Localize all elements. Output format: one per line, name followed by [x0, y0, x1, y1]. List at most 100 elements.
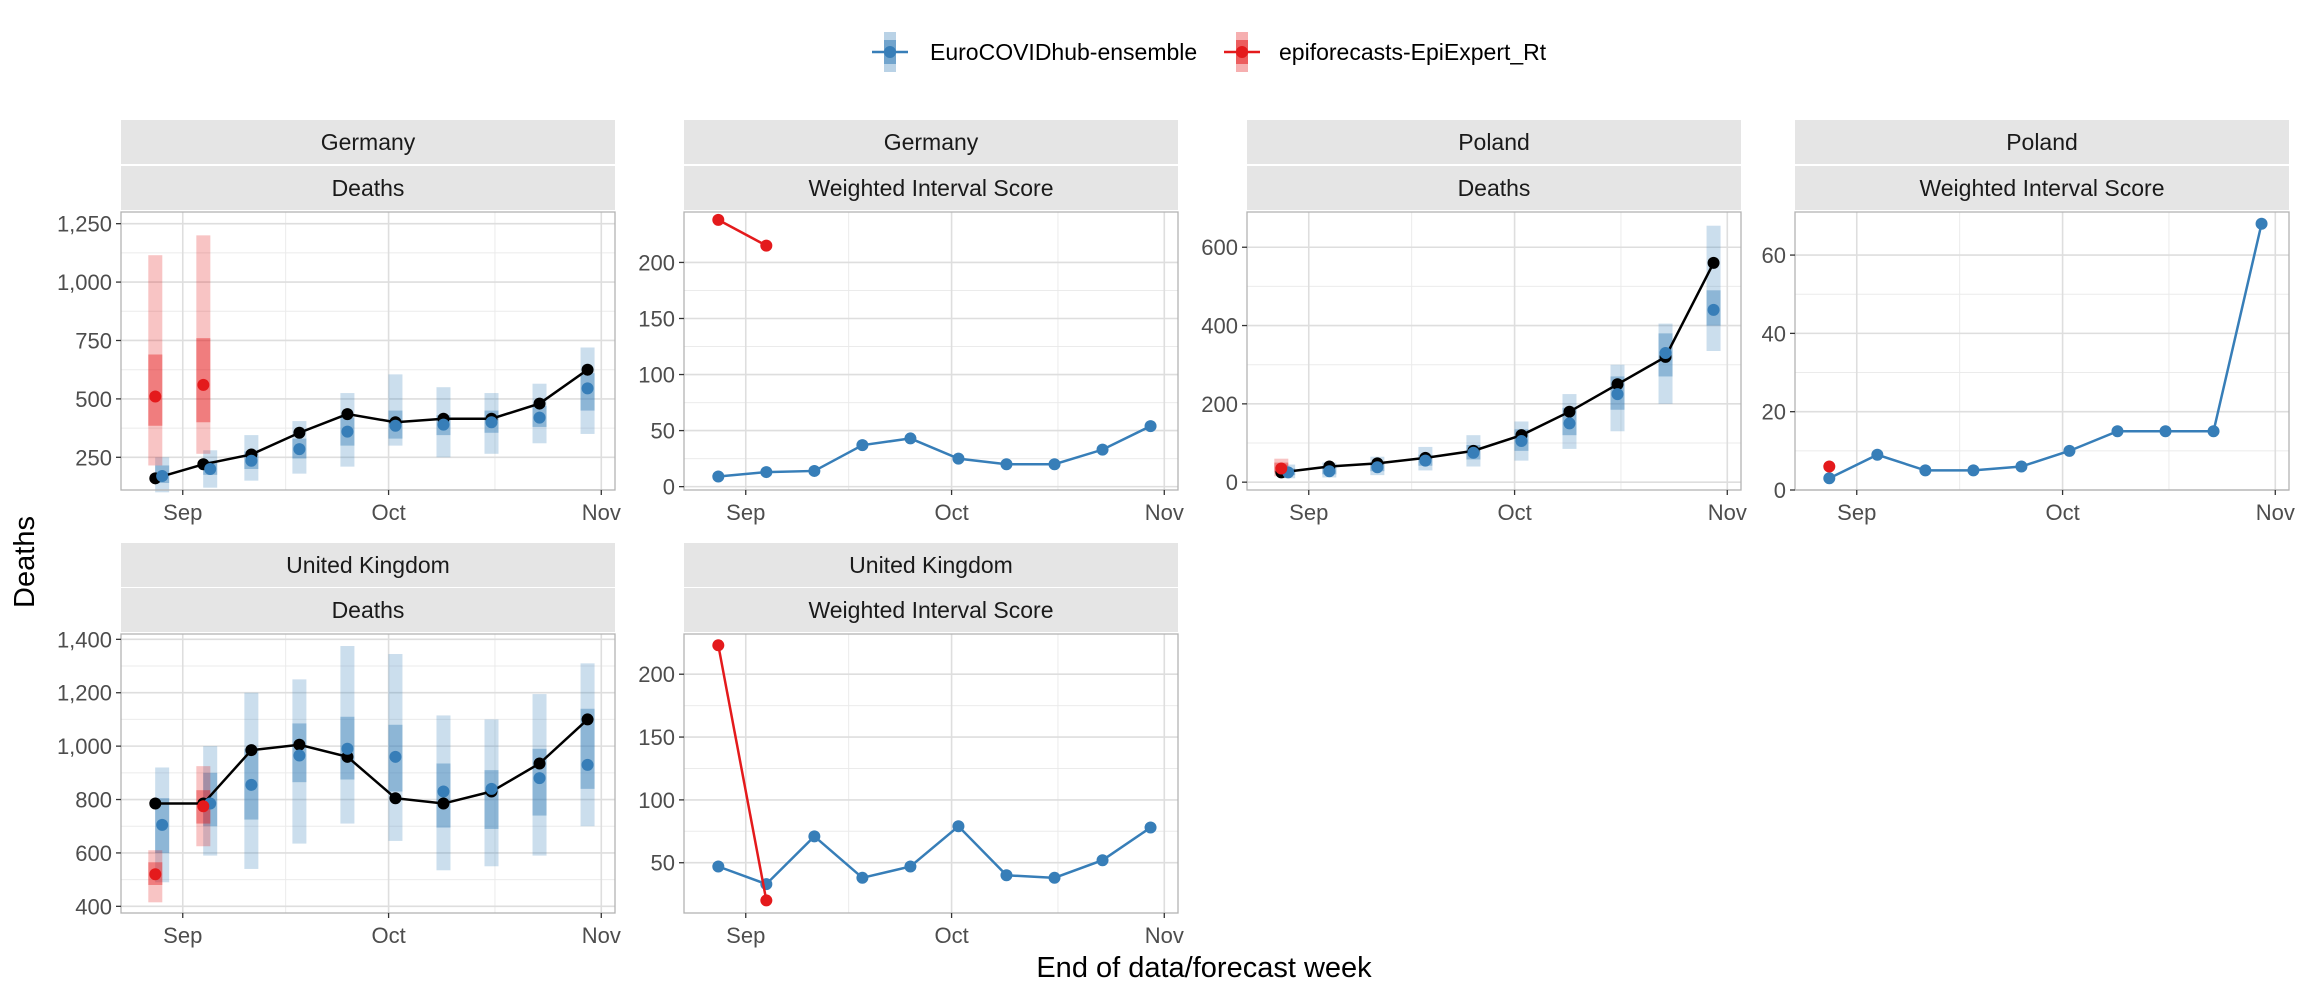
y-tick-label: 200 [1201, 392, 1238, 417]
facet-strip-country [1247, 120, 1741, 164]
x-axis: Sep Oct Nov [1837, 490, 2295, 525]
x-tick-label: Sep [726, 923, 765, 948]
median-point-eurocovidhub-ensemble [245, 454, 258, 467]
observed-point [245, 744, 258, 757]
plot-area [684, 212, 1178, 490]
median-point-eurocovidhub-ensemble [204, 462, 217, 475]
legend-label-ensemble: EuroCOVIDhub-ensemble [930, 39, 1197, 65]
y-tick-label: 100 [638, 363, 675, 388]
x-axis: Sep Oct Nov [163, 490, 621, 525]
y-tick-label: 200 [638, 662, 675, 687]
facet-strip-metric-label: Deaths [1458, 175, 1531, 201]
median-point-eurocovidhub-ensemble [1371, 461, 1384, 474]
score-line-eurocovidhub-ensemble [717, 824, 1152, 886]
legend-label-epiexpert: epiforecasts-EpiExpert_Rt [1279, 39, 1547, 65]
interval-outer-eurocovidhub-ensemble [340, 646, 355, 824]
x-tick-label: Sep [163, 500, 202, 525]
score-point-eurocovidhub-ensemble [856, 871, 869, 884]
score-point-epiforecasts-epiexpert-rt [760, 239, 773, 252]
panel-border [1246, 211, 1742, 491]
y-tick-label: 60 [1762, 243, 1786, 268]
facet-strip-metric [121, 588, 615, 632]
observed-point [389, 792, 402, 805]
median-point-eurocovidhub-ensemble [1707, 303, 1720, 316]
median-point-eurocovidhub-ensemble [485, 782, 498, 795]
score-point-eurocovidhub-ensemble [1919, 464, 1932, 477]
median-point-epiforecasts-epiexpert-rt [197, 378, 210, 391]
facet-strip-metric [1247, 166, 1741, 210]
x-axis: Sep Oct Nov [726, 913, 1184, 948]
observed-point [1707, 256, 1720, 269]
observed-point [1563, 405, 1576, 418]
facet-strip-metric-label: Weighted Interval Score [808, 175, 1053, 201]
score-point-epiforecasts-epiexpert-rt [760, 894, 773, 907]
score-line-eurocovidhub-ensemble [1828, 223, 2263, 480]
observed-point [1611, 378, 1624, 391]
median-point-eurocovidhub-ensemble [1419, 454, 1432, 467]
panel-poland-deaths: Poland Deaths 0 200 400 600 Sep Oct Nov [1201, 120, 1747, 525]
y-tick-label: 500 [75, 387, 112, 412]
observed-line [154, 368, 589, 480]
facet-strip-metric-label: Weighted Interval Score [1919, 175, 2164, 201]
score-point-eurocovidhub-ensemble [760, 466, 773, 479]
x-axis: Sep Oct Nov [163, 913, 621, 948]
median-point-epiforecasts-epiexpert-rt [149, 390, 162, 403]
x-tick-label: Nov [582, 500, 621, 525]
panel-united-kingdom-weighted-interval-score: United Kingdom Weighted Interval Score 50 1… [638, 543, 1184, 948]
x-tick-label: Oct [1497, 500, 1531, 525]
y-tick-label: 600 [1201, 235, 1238, 260]
y-axis-title: Deaths [9, 516, 41, 608]
facet-strip-country [121, 120, 615, 164]
interval-inner-epiforecasts-epiexpert-rt [148, 354, 163, 426]
score-point-eurocovidhub-ensemble [712, 860, 725, 873]
y-tick-label: 1,250 [57, 212, 112, 237]
facet-strip-country-label: Poland [1458, 129, 1530, 155]
score-point-eurocovidhub-ensemble [2207, 425, 2220, 438]
observed-point [533, 757, 546, 770]
plot-area [1795, 212, 2289, 490]
y-tick-label: 0 [663, 475, 675, 500]
median-point-epiforecasts-epiexpert-rt [149, 868, 162, 881]
score-line-epiforecasts-epiexpert-rt [717, 218, 767, 247]
interval-outer-epiforecasts-epiexpert-rt [148, 255, 163, 466]
observed-point [437, 797, 450, 810]
x-axis: Sep Oct Nov [1289, 490, 1747, 525]
facet-strip-country-label: United Kingdom [849, 552, 1013, 578]
x-tick-label: Nov [1708, 500, 1747, 525]
panel-germany-weighted-interval-score: Germany Weighted Interval Score 0 50 100 150 2… [638, 120, 1184, 525]
observed-line [1281, 262, 1715, 474]
interval-outer-eurocovidhub-ensemble [1706, 225, 1721, 351]
plot-area [684, 634, 1178, 913]
median-point-eurocovidhub-ensemble [341, 425, 354, 438]
interval-outer-epiforecasts-epiexpert-rt [196, 235, 211, 454]
x-tick-label: Oct [934, 500, 968, 525]
y-axis: 0 50 100 150 200 [638, 250, 684, 500]
facet-strip-country [121, 543, 615, 587]
score-point-eurocovidhub-ensemble [2063, 444, 2076, 457]
score-point-eurocovidhub-ensemble [2015, 460, 2028, 473]
y-tick-label: 600 [75, 841, 112, 866]
facet-strip-country [1795, 120, 2289, 164]
median-point-eurocovidhub-ensemble [156, 818, 169, 831]
observed-point [533, 397, 546, 410]
median-point-eurocovidhub-ensemble [1467, 446, 1480, 459]
interval-inner-eurocovidhub-ensemble [484, 770, 499, 829]
y-axis: 50 100 150 200 [638, 662, 684, 876]
score-line-eurocovidhub-ensemble [718, 424, 1152, 478]
y-tick-label: 40 [1762, 321, 1786, 346]
score-point-eurocovidhub-ensemble [904, 432, 917, 445]
score-point-eurocovidhub-ensemble [1048, 458, 1061, 471]
score-point-eurocovidhub-ensemble [856, 439, 869, 452]
median-point-epiforecasts-epiexpert-rt [1275, 462, 1288, 475]
panel-germany-deaths: Germany Deaths 250 500 750 1,000 1,250 Sep Oct No… [57, 120, 621, 525]
y-axis: 250 500 750 1,000 1,250 [57, 212, 121, 470]
score-point-eurocovidhub-ensemble [808, 464, 821, 477]
panel-poland-weighted-interval-score: Poland Weighted Interval Score 0 20 40 60 Sep O… [1762, 120, 2295, 525]
y-axis: 0 200 400 600 [1201, 235, 1247, 495]
panel-border [1794, 211, 2290, 491]
score-point-eurocovidhub-ensemble [712, 470, 725, 483]
score-point-eurocovidhub-ensemble [1048, 871, 1061, 884]
y-tick-label: 50 [651, 419, 675, 444]
panel-united-kingdom-deaths: United Kingdom Deaths 400 600 800 1,000 1,200 1… [57, 543, 621, 948]
y-tick-label: 250 [75, 445, 112, 470]
